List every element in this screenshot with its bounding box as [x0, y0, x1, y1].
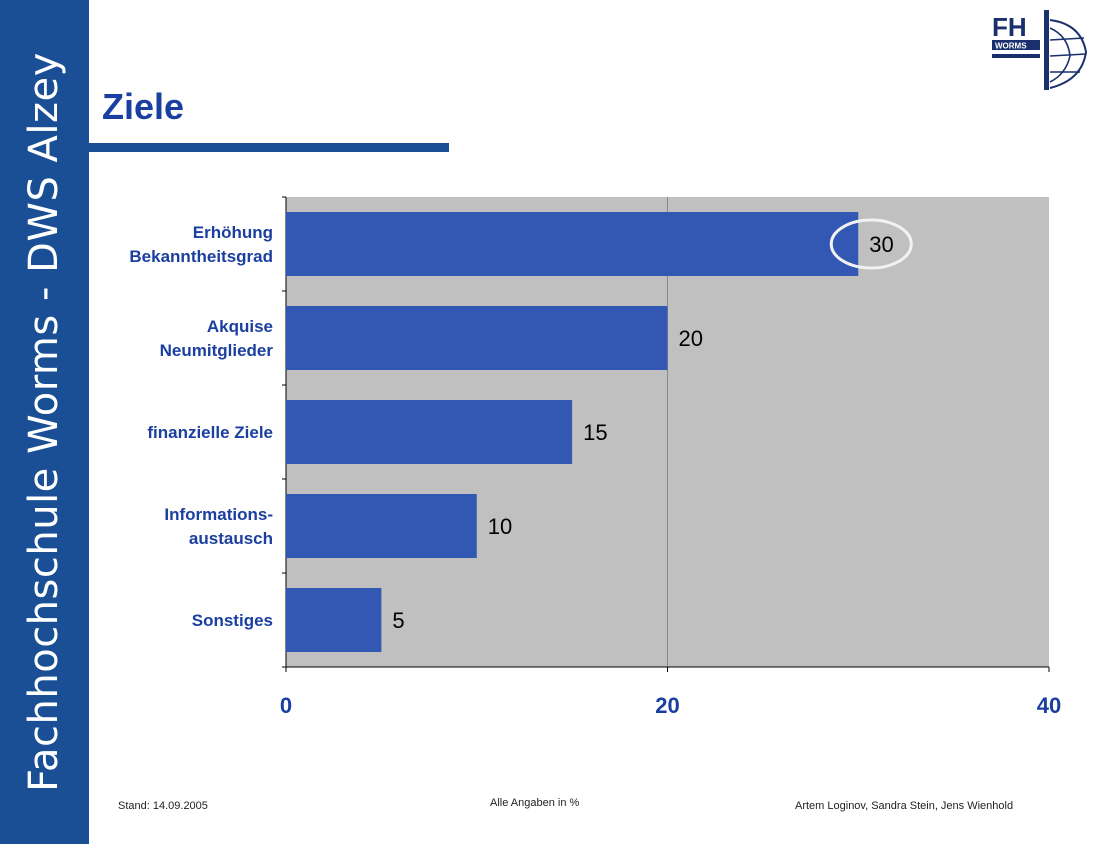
- category-label: Akquise: [207, 317, 273, 336]
- fh-worms-logo: FH WORMS: [992, 10, 1088, 90]
- footer-date: Stand: 14.09.2005: [118, 800, 208, 812]
- bar: [286, 494, 477, 558]
- page-title: Ziele: [102, 86, 185, 127]
- bar: [286, 588, 382, 652]
- x-tick-label: 20: [655, 693, 679, 718]
- data-label: 10: [488, 514, 512, 539]
- bar: [286, 306, 668, 370]
- highlight-ellipse: [829, 218, 913, 270]
- x-tick-label: 40: [1037, 693, 1061, 718]
- sidebar: Fachhochschule Worms - DWS Alzey: [0, 0, 89, 844]
- category-label: Neumitglieder: [160, 341, 274, 360]
- category-label: Bekanntheitsgrad: [129, 247, 273, 266]
- bar: [286, 212, 859, 276]
- x-tick-label: 0: [280, 693, 292, 718]
- title-underline: [89, 143, 449, 152]
- bar: [286, 400, 573, 464]
- category-label: finanzielle Ziele: [147, 423, 273, 442]
- logo-text-main: FH: [992, 12, 1027, 42]
- data-label: 30: [869, 232, 893, 257]
- category-label: austausch: [189, 529, 273, 548]
- category-label: Informations-: [164, 505, 273, 524]
- category-label: Erhöhung: [193, 223, 273, 242]
- data-label: 5: [392, 608, 404, 633]
- data-label: 20: [679, 326, 703, 351]
- logo-text-sub: WORMS: [995, 42, 1027, 51]
- footer-note: Alle Angaben in %: [490, 797, 580, 809]
- category-label: Sonstiges: [192, 611, 273, 630]
- data-label: 15: [583, 420, 607, 445]
- footer-authors: Artem Loginov, Sandra Stein, Jens Wienho…: [795, 800, 1014, 812]
